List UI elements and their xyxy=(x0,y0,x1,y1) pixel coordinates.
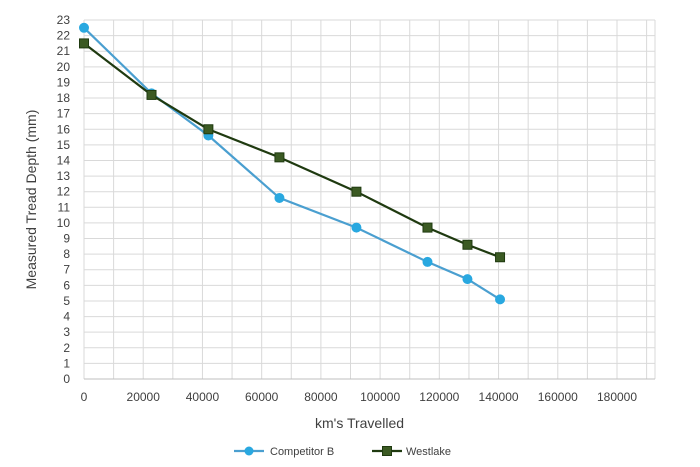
legend-marker xyxy=(244,446,254,456)
x-tick-label: 120000 xyxy=(419,390,459,404)
series-lines xyxy=(79,22,506,305)
data-point xyxy=(462,239,473,250)
y-tick-label: 18 xyxy=(57,91,71,105)
y-tick-label: 22 xyxy=(57,29,71,43)
y-tick-label: 10 xyxy=(57,216,71,230)
y-tick-label: 7 xyxy=(63,263,70,277)
data-point xyxy=(351,186,362,197)
data-point xyxy=(146,89,157,100)
legend-label: Westlake xyxy=(406,446,451,458)
x-tick-label: 80000 xyxy=(304,390,338,404)
x-tick-label: 60000 xyxy=(245,390,279,404)
data-point xyxy=(462,274,473,285)
legend-item: Competitor B xyxy=(234,446,334,458)
series-line xyxy=(83,42,501,259)
legend-label: Competitor B xyxy=(270,446,334,458)
y-tick-label: 19 xyxy=(57,75,71,89)
y-tick-label: 17 xyxy=(57,107,71,121)
data-point xyxy=(203,124,214,135)
y-tick-label: 20 xyxy=(57,60,71,74)
y-tick-label: 5 xyxy=(63,294,70,308)
data-point xyxy=(422,256,433,267)
y-tick-label: 21 xyxy=(57,44,71,58)
data-point xyxy=(351,222,362,233)
y-tick-label: 13 xyxy=(57,169,71,183)
data-point xyxy=(79,38,89,49)
x-tick-label: 180000 xyxy=(597,390,637,404)
x-tick-label: 160000 xyxy=(538,390,578,404)
y-tick-label: 23 xyxy=(57,13,71,27)
data-point xyxy=(79,22,89,33)
y-tick-label: 8 xyxy=(63,247,70,261)
y-tick-label: 12 xyxy=(57,185,71,199)
y-axis-title: Measured Tread Depth (mm) xyxy=(23,110,39,290)
grid xyxy=(83,19,656,380)
y-tick-label: 6 xyxy=(63,278,70,292)
y-tick-label: 14 xyxy=(57,153,71,167)
x-tick-label: 140000 xyxy=(479,390,519,404)
data-point xyxy=(274,192,285,203)
y-tick-label: 11 xyxy=(58,200,71,214)
legend-marker xyxy=(382,446,392,456)
data-point xyxy=(495,294,506,305)
data-point xyxy=(422,222,433,233)
legend-item: Westlake xyxy=(372,446,451,458)
y-tick-label: 4 xyxy=(63,310,70,324)
x-tick-label: 0 xyxy=(81,390,88,404)
y-tick-label: 3 xyxy=(63,325,70,339)
x-axis-title: km's Travelled xyxy=(315,415,404,431)
series-westlake xyxy=(79,38,506,263)
x-tick-label: 100000 xyxy=(360,390,400,404)
legend: Competitor B Westlake xyxy=(234,446,451,458)
y-tick-label: 16 xyxy=(57,122,71,136)
y-tick-label: 1 xyxy=(63,356,70,370)
data-point xyxy=(495,252,506,263)
x-tick-label: 40000 xyxy=(186,390,220,404)
data-point xyxy=(274,152,285,163)
y-tick-label: 15 xyxy=(57,138,71,152)
x-tick-label: 20000 xyxy=(127,390,161,404)
y-tick-label: 2 xyxy=(63,341,70,355)
y-tick-label: 9 xyxy=(63,232,70,246)
y-tick-label: 0 xyxy=(63,372,70,386)
